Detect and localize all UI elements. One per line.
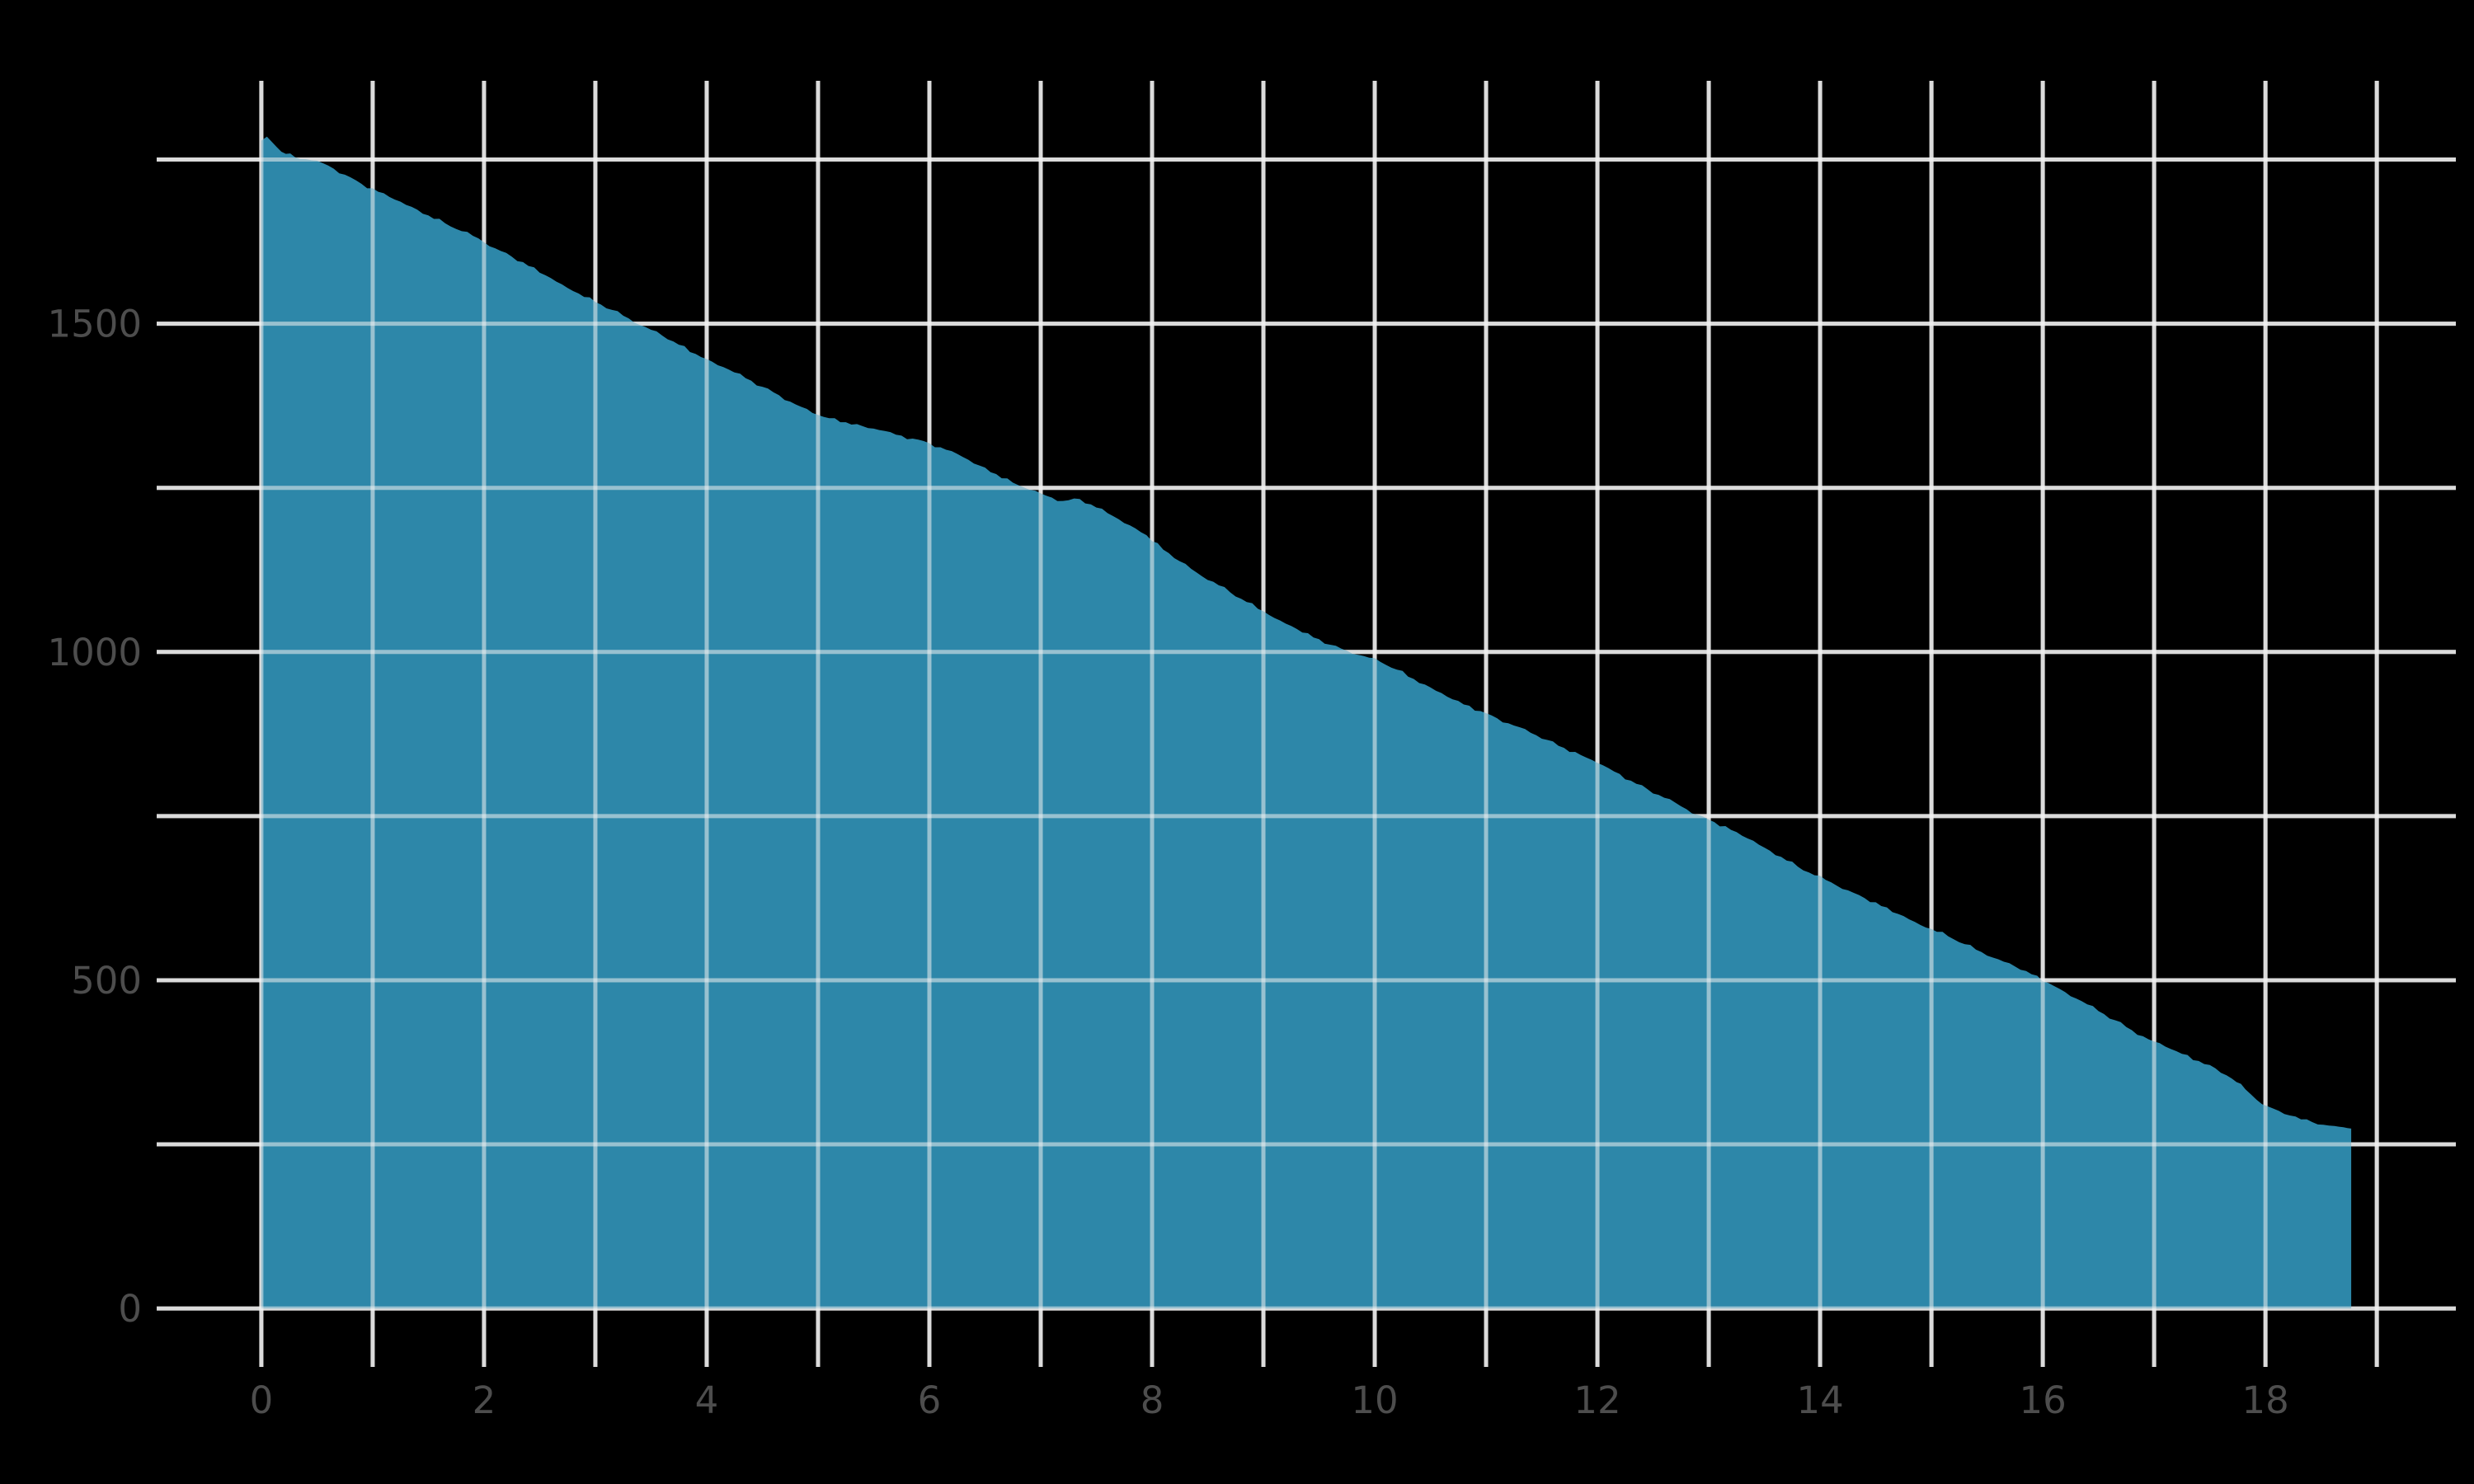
x-tick-label: 18 bbox=[2241, 1378, 2288, 1422]
gridlines-overlay bbox=[157, 81, 2456, 1367]
area-series bbox=[261, 136, 2352, 1309]
x-tick-label: 6 bbox=[918, 1378, 942, 1422]
x-tick-label: 0 bbox=[250, 1378, 274, 1422]
y-tick-label: 0 bbox=[118, 1287, 142, 1331]
x-tick-label: 12 bbox=[1573, 1378, 1620, 1422]
y-tick-label: 1000 bbox=[47, 631, 142, 674]
area-fill-path bbox=[261, 136, 2352, 1309]
x-tick-label: 10 bbox=[1351, 1378, 1398, 1422]
x-tick-label: 8 bbox=[1141, 1378, 1164, 1422]
x-tick-label: 16 bbox=[2019, 1378, 2066, 1422]
x-axis-tick-labels: 0 2 4 6 8 10 12 14 16 18 bbox=[250, 1378, 2289, 1422]
y-tick-label: 500 bbox=[71, 959, 142, 1003]
x-tick-label: 4 bbox=[695, 1378, 719, 1422]
y-axis-tick-labels: 0 500 1000 1500 bbox=[47, 303, 142, 1331]
x-tick-label: 2 bbox=[473, 1378, 496, 1422]
x-tick-label: 14 bbox=[1796, 1378, 1843, 1422]
y-tick-label: 1500 bbox=[47, 303, 142, 346]
